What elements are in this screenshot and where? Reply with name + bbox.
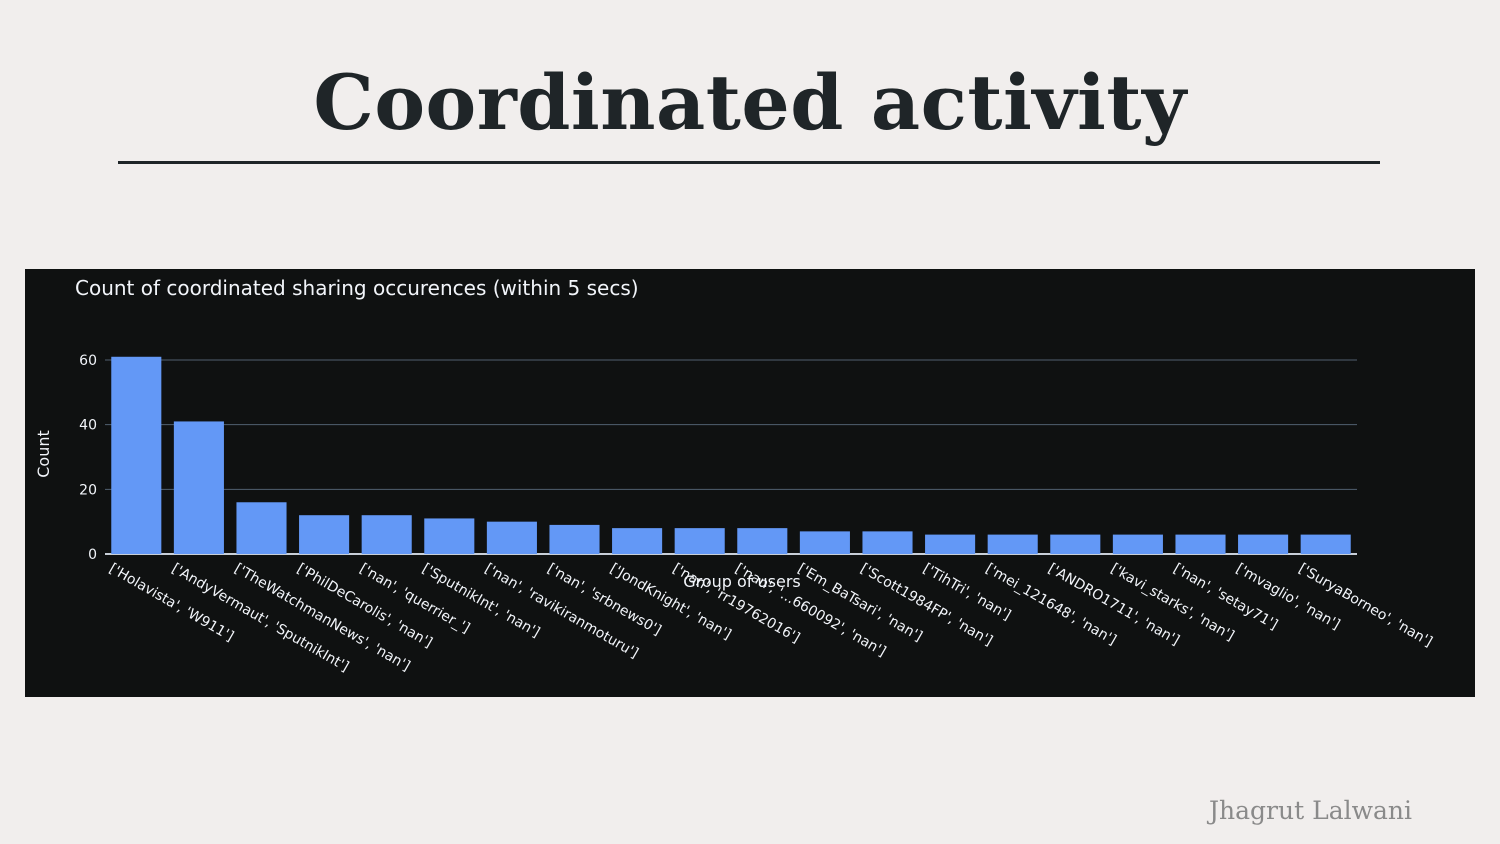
bar-chart: Count of coordinated sharing occurences … xyxy=(34,276,1435,675)
bar[interactable] xyxy=(925,534,976,554)
gridlines xyxy=(105,359,1357,555)
bar[interactable] xyxy=(987,534,1038,554)
bar[interactable] xyxy=(674,528,725,554)
bar[interactable] xyxy=(1300,534,1351,554)
y-tick-label: 0 xyxy=(88,547,97,563)
x-tick-label: ['nan', 'setay71'] xyxy=(1171,561,1281,634)
bar[interactable] xyxy=(361,515,412,554)
chart-title: Count of coordinated sharing occurences … xyxy=(75,276,639,300)
bar[interactable] xyxy=(799,531,850,554)
y-tick-label: 60 xyxy=(79,353,97,369)
bar[interactable] xyxy=(1175,534,1226,554)
x-tick-label: ['SputnikInt', 'nan'] xyxy=(419,561,542,641)
bar[interactable] xyxy=(1050,534,1101,554)
bar[interactable] xyxy=(1238,534,1289,554)
bar[interactable] xyxy=(549,524,600,554)
bars xyxy=(111,356,1351,554)
title-underline xyxy=(118,161,1380,164)
y-tick-label: 20 xyxy=(79,482,97,498)
bar[interactable] xyxy=(299,515,350,554)
y-axis-label: Count xyxy=(34,430,53,478)
bar[interactable] xyxy=(1112,534,1163,554)
bar[interactable] xyxy=(486,521,537,554)
author-name: Jhagrut Lalwani xyxy=(1209,796,1412,825)
bar[interactable] xyxy=(111,356,162,554)
bar[interactable] xyxy=(862,531,913,554)
bar[interactable] xyxy=(424,518,475,554)
x-axis-label: Group of users xyxy=(683,572,801,591)
slide-title: Coordinated activity xyxy=(313,58,1187,147)
y-tick-labels: 0 20 40 60 xyxy=(79,353,97,563)
bar[interactable] xyxy=(236,502,287,554)
bar[interactable] xyxy=(612,528,663,554)
bar[interactable] xyxy=(737,528,788,554)
bar[interactable] xyxy=(173,421,224,554)
x-tick-label: ['mvaglio', 'nan'] xyxy=(1233,561,1343,633)
bar-chart-panel: Count of coordinated sharing occurences … xyxy=(25,269,1475,697)
y-tick-label: 40 xyxy=(79,418,97,434)
